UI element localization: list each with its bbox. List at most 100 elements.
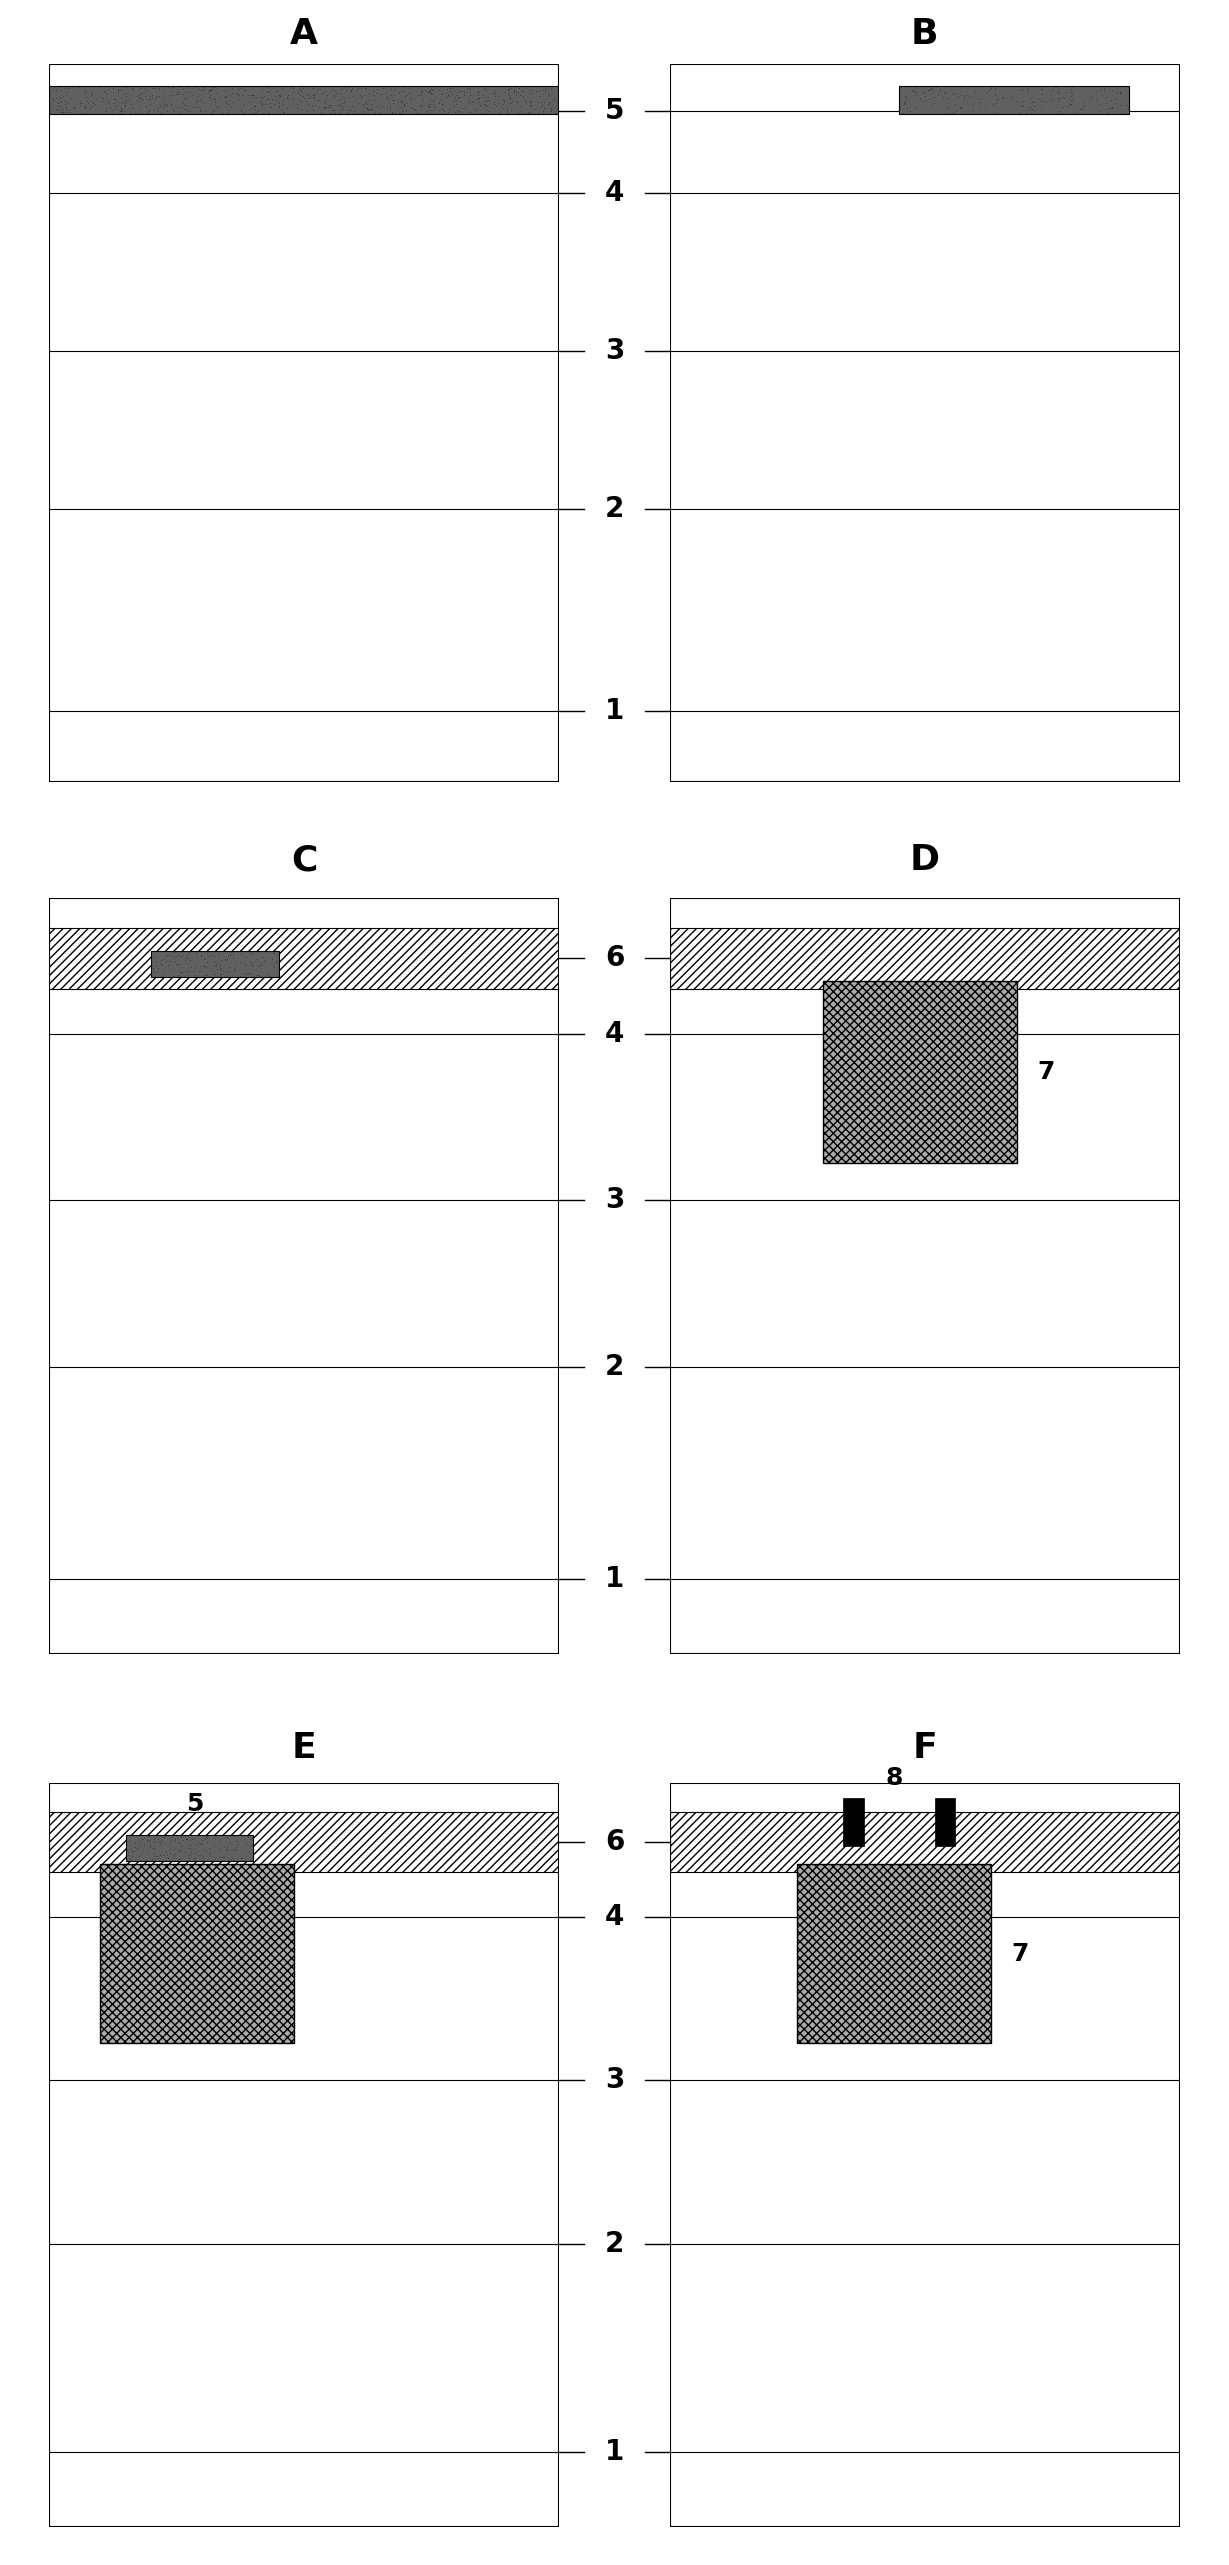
- Point: [506, 72, 526, 113]
- Point: [313, 82, 333, 123]
- Point: [944, 92, 964, 133]
- Point: [176, 939, 195, 980]
- Point: [248, 90, 268, 131]
- Point: [206, 87, 226, 128]
- Point: [494, 82, 514, 123]
- Point: [334, 82, 354, 123]
- Point: [245, 87, 264, 128]
- Point: [409, 92, 429, 133]
- Point: [970, 77, 989, 118]
- Point: [267, 941, 286, 982]
- Point: [289, 69, 308, 110]
- Point: [204, 90, 224, 131]
- Point: [1080, 77, 1100, 118]
- Text: D: D: [909, 844, 940, 877]
- Point: [401, 77, 420, 118]
- Point: [353, 85, 372, 126]
- Point: [1097, 77, 1117, 118]
- Point: [501, 90, 521, 131]
- Point: [983, 85, 1003, 126]
- Point: [896, 77, 916, 118]
- Point: [944, 72, 964, 113]
- Point: [509, 67, 528, 108]
- Text: 8: 8: [886, 1767, 903, 1790]
- Point: [1008, 82, 1027, 123]
- Point: [157, 85, 177, 126]
- Point: [441, 67, 461, 108]
- Point: [229, 69, 248, 110]
- Point: [44, 67, 64, 108]
- Point: [354, 85, 374, 126]
- Point: [944, 92, 964, 133]
- Point: [1102, 87, 1122, 128]
- Point: [145, 80, 165, 121]
- Point: [399, 67, 419, 108]
- Point: [978, 69, 998, 110]
- Point: [460, 80, 479, 121]
- Point: [897, 87, 917, 128]
- Text: E: E: [291, 1731, 317, 1765]
- Point: [52, 92, 71, 133]
- Point: [235, 85, 254, 126]
- Point: [209, 1821, 229, 1862]
- Point: [1083, 67, 1102, 108]
- Point: [215, 939, 235, 980]
- Point: [542, 80, 562, 121]
- Point: [891, 69, 911, 110]
- Point: [226, 1829, 246, 1870]
- Point: [258, 67, 278, 108]
- Point: [176, 939, 195, 980]
- Point: [1074, 85, 1094, 126]
- Point: [81, 80, 101, 121]
- Point: [130, 1821, 150, 1862]
- Point: [297, 77, 317, 118]
- Point: [423, 74, 442, 115]
- Point: [981, 67, 1000, 108]
- Point: [914, 72, 934, 113]
- Point: [151, 1819, 171, 1860]
- Point: [189, 1821, 209, 1862]
- Point: [252, 69, 272, 110]
- Point: [218, 1816, 237, 1857]
- Point: [273, 85, 293, 126]
- Point: [954, 74, 973, 115]
- Point: [182, 946, 202, 988]
- Point: [355, 67, 375, 108]
- Point: [986, 82, 1005, 123]
- Point: [444, 87, 463, 128]
- Point: [211, 939, 231, 980]
- Bar: [823, 980, 1016, 1162]
- Point: [145, 67, 165, 108]
- Point: [514, 77, 533, 118]
- Point: [90, 67, 109, 108]
- Point: [58, 82, 77, 123]
- Point: [181, 1829, 200, 1870]
- Point: [962, 90, 982, 131]
- Point: [138, 1831, 157, 1872]
- Point: [1041, 77, 1061, 118]
- Point: [240, 954, 259, 995]
- Bar: [49, 85, 559, 115]
- Point: [1048, 72, 1068, 113]
- Point: [1067, 92, 1086, 133]
- Point: [221, 87, 241, 128]
- Point: [516, 82, 536, 123]
- Point: [302, 67, 322, 108]
- Point: [1031, 87, 1051, 128]
- Point: [954, 77, 973, 118]
- Point: [461, 74, 481, 115]
- Point: [249, 82, 269, 123]
- Point: [120, 1821, 140, 1862]
- Point: [1023, 82, 1042, 123]
- Point: [359, 87, 379, 128]
- Point: [1036, 80, 1056, 121]
- Point: [406, 87, 425, 128]
- Point: [166, 1834, 186, 1875]
- Point: [254, 939, 274, 980]
- Point: [907, 72, 927, 113]
- Point: [170, 934, 189, 975]
- Point: [205, 941, 225, 982]
- Point: [232, 1837, 252, 1878]
- Point: [902, 69, 922, 110]
- Point: [473, 67, 493, 108]
